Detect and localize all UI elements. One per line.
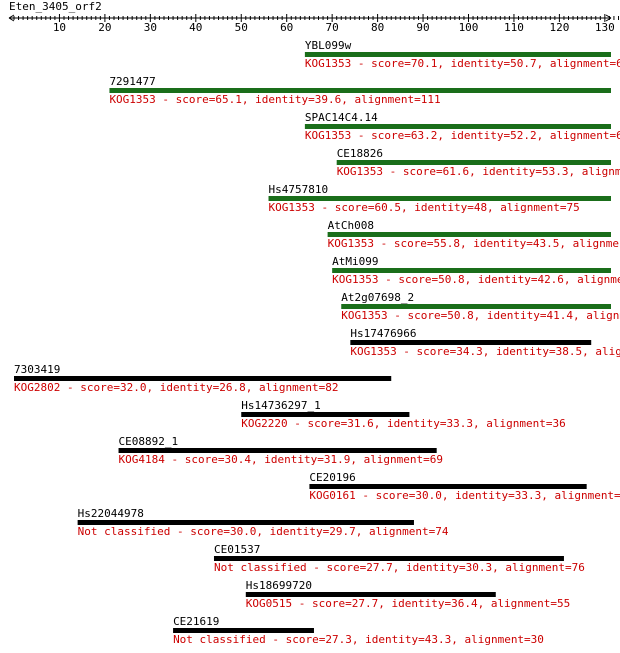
hit-details[interactable]: KOG0161 - score=30.0, identity=33.3, ali…: [309, 489, 620, 502]
hit-details[interactable]: KOG1353 - score=50.8, identity=41.4, ali…: [341, 309, 620, 322]
query-axis: 10 20 30 40 50 60 70 80 90 100 110 120 130: [8, 14, 619, 34]
hit-row[interactable]: Hs18699720 KOG0515 - score=27.7, identity…: [245, 579, 571, 610]
hit-alignment-bar[interactable]: [173, 628, 314, 633]
hit-row[interactable]: 7303419 KOG2802 - score=32.0, identity=26…: [14, 363, 392, 394]
hit-name[interactable]: Hs17476966: [350, 327, 416, 340]
hit-row[interactable]: Hs4757810 KOG1353 - score=60.5, identity=…: [268, 183, 611, 214]
hit-details[interactable]: KOG0515 - score=27.7, identity=36.4, ali…: [246, 597, 571, 610]
hit-name[interactable]: 7303419: [14, 363, 60, 376]
hit-details[interactable]: KOG1353 - score=63.2, identity=52.2, ali…: [305, 129, 620, 142]
axis-right-arrow: [605, 14, 612, 22]
axis-tick-label: 40: [189, 21, 202, 34]
hit-row[interactable]: CE08892_1 KOG4184 - score=30.4, identity=…: [118, 435, 444, 466]
hit-row[interactable]: Hs17476966 KOG1353 - score=34.3, identity…: [350, 327, 620, 358]
hit-row[interactable]: CE18826 KOG1353 - score=61.6, identity=53…: [336, 147, 620, 178]
hit-alignment-bar[interactable]: [268, 196, 611, 201]
hit-alignment-bar[interactable]: [350, 340, 592, 345]
axis-tick-label: 80: [371, 21, 384, 34]
hit-name[interactable]: 7291477: [109, 75, 155, 88]
hit-name[interactable]: AtMi099: [332, 255, 378, 268]
hit-alignment-bar[interactable]: [109, 88, 611, 93]
hit-row[interactable]: CE20196 KOG0161 - score=30.0, identity=33…: [309, 471, 620, 502]
hit-details[interactable]: KOG4184 - score=30.4, identity=31.9, ali…: [119, 453, 444, 466]
hit-details[interactable]: KOG1353 - score=34.3, identity=38.5, ali…: [350, 345, 620, 358]
hit-name[interactable]: At2g07698_2: [341, 291, 414, 304]
hit-alignment-bar[interactable]: [304, 52, 611, 57]
hit-details[interactable]: KOG2220 - score=31.6, identity=33.3, ali…: [241, 417, 566, 430]
hit-row[interactable]: 7291477 KOG1353 - score=65.1, identity=39…: [109, 75, 611, 106]
hit-name[interactable]: YBL099w: [305, 39, 352, 52]
hit-name[interactable]: AtCh008: [328, 219, 374, 232]
hit-alignment-bar[interactable]: [336, 160, 611, 165]
hit-row[interactable]: CE01537 Not classified - score=27.7, iden…: [213, 543, 585, 574]
hit-row[interactable]: AtCh008 KOG1353 - score=55.8, identity=43…: [327, 219, 620, 250]
hit-alignment-bar[interactable]: [332, 268, 611, 273]
axis-left-arrow: [8, 14, 15, 22]
hit-name[interactable]: Hs18699720: [246, 579, 312, 592]
axis-tick-label: 20: [98, 21, 111, 34]
hit-name[interactable]: Hs22044978: [78, 507, 144, 520]
hit-alignment-bar[interactable]: [213, 556, 564, 561]
hit-name[interactable]: SPAC14C4.14: [305, 111, 378, 124]
hit-details[interactable]: Not classified - score=27.3, identity=43…: [173, 633, 544, 646]
axis-tick-label: 130: [595, 21, 615, 34]
axis-tick-label: 110: [504, 21, 524, 34]
hit-details[interactable]: KOG1353 - score=61.6, identity=53.3, ali…: [337, 165, 620, 178]
hit-name[interactable]: Hs14736297_1: [241, 399, 320, 412]
hit-name[interactable]: CE21619: [173, 615, 219, 628]
hit-details[interactable]: Not classified - score=27.7, identity=30…: [214, 561, 585, 574]
hit-alignment-bar[interactable]: [304, 124, 611, 129]
hit-details[interactable]: KOG1353 - score=50.8, identity=42.6, ali…: [332, 273, 620, 286]
axis-tick-label: 60: [280, 21, 293, 34]
hit-details[interactable]: KOG2802 - score=32.0, identity=26.8, ali…: [14, 381, 339, 394]
hit-row[interactable]: AtMi099 KOG1353 - score=50.8, identity=42…: [332, 255, 620, 286]
hit-alignment-bar[interactable]: [245, 592, 496, 597]
hit-details[interactable]: Not classified - score=30.0, identity=29…: [78, 525, 449, 538]
hit-name[interactable]: CE01537: [214, 543, 260, 556]
hit-name[interactable]: CE20196: [309, 471, 355, 484]
hit-row[interactable]: Hs22044978 Not classified - score=30.0, i…: [77, 507, 449, 538]
hit-alignment-bar[interactable]: [14, 376, 392, 381]
hit-details[interactable]: KOG1353 - score=70.1, identity=50.7, ali…: [305, 57, 620, 70]
axis-tick-label: 70: [326, 21, 339, 34]
hit-alignment-bar[interactable]: [77, 520, 414, 525]
hit-row[interactable]: CE21619 Not classified - score=27.3, iden…: [173, 615, 544, 646]
hit-list: YBL099w KOG1353 - score=70.1, identity=50…: [14, 39, 620, 646]
hit-alignment-bar[interactable]: [327, 232, 611, 237]
hit-alignment-bar[interactable]: [241, 412, 410, 417]
query-name: Eten_3405_orf2: [9, 0, 102, 13]
hit-name[interactable]: Hs4757810: [269, 183, 329, 196]
axis-tick-label: 10: [53, 21, 66, 34]
hit-details[interactable]: KOG1353 - score=55.8, identity=43.5, ali…: [328, 237, 620, 250]
hit-row[interactable]: At2g07698_2 KOG1353 - score=50.8, identit…: [341, 291, 620, 322]
hit-details[interactable]: KOG1353 - score=60.5, identity=48, align…: [269, 201, 580, 214]
axis-tick-label: 30: [144, 21, 157, 34]
hit-row[interactable]: Hs14736297_1 KOG2220 - score=31.6, identi…: [241, 399, 566, 430]
hit-alignment-bar[interactable]: [341, 304, 611, 309]
axis-tick-label: 120: [549, 21, 569, 34]
axis-tick-label: 90: [416, 21, 429, 34]
hit-details[interactable]: KOG1353 - score=65.1, identity=39.6, ali…: [109, 93, 440, 106]
hit-name[interactable]: CE08892_1: [119, 435, 179, 448]
axis-tick-label: 100: [459, 21, 479, 34]
hit-alignment-bar[interactable]: [309, 484, 587, 489]
axis-tick-label: 50: [235, 21, 248, 34]
hit-alignment-bar[interactable]: [118, 448, 437, 453]
hit-row[interactable]: YBL099w KOG1353 - score=70.1, identity=50…: [304, 39, 620, 70]
hit-name[interactable]: CE18826: [337, 147, 383, 160]
hit-row[interactable]: SPAC14C4.14 KOG1353 - score=63.2, identit…: [304, 111, 620, 142]
